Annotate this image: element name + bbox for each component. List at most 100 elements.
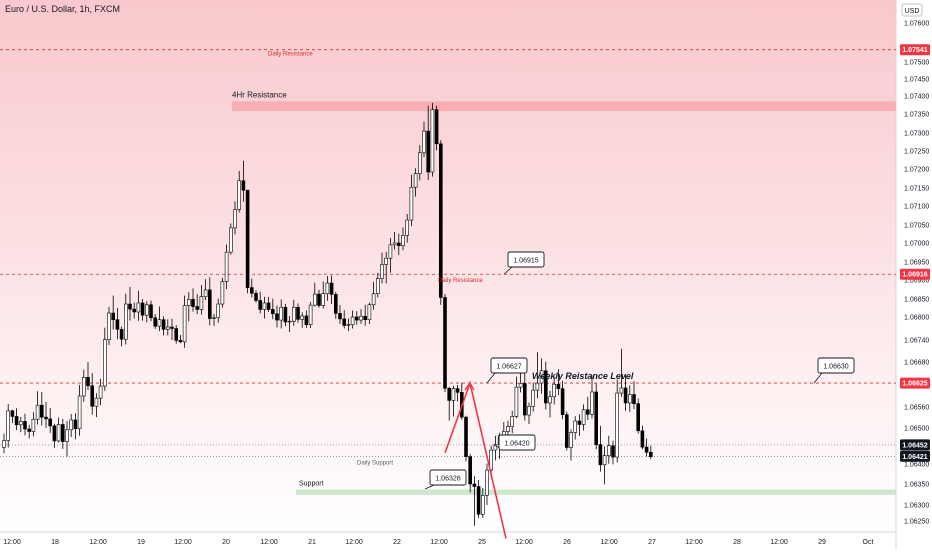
candle (598, 425, 603, 472)
candle-body (182, 305, 187, 343)
candle-body (229, 227, 233, 253)
price-axis-label-text: 1.07541 (902, 47, 927, 54)
price-tick-label: 1.06250 (904, 519, 929, 526)
price-axis-label: 1.06452 (900, 439, 930, 451)
candle (569, 429, 573, 461)
candle-body (581, 409, 586, 425)
candle (103, 327, 107, 391)
candle-body (636, 403, 641, 432)
candle (468, 454, 473, 493)
price-callout: 1.06915 (503, 251, 545, 275)
candle (229, 223, 233, 255)
candle-body (539, 370, 544, 384)
candle (304, 310, 309, 328)
candle-body (52, 425, 57, 442)
price-tick-label: 1.07400 (904, 94, 929, 101)
candle-body (451, 388, 456, 401)
candle (216, 298, 220, 323)
candle-body (384, 257, 389, 265)
candle (44, 401, 48, 428)
candle-body (535, 382, 540, 391)
price-tick-label: 1.07100 (904, 204, 929, 211)
candle (480, 487, 485, 518)
price-tick-label: 1.07500 (904, 60, 929, 67)
candle (287, 315, 292, 332)
candle-body (98, 385, 103, 399)
candle-body (522, 383, 527, 416)
candle-body (367, 304, 372, 320)
candle (174, 325, 178, 344)
candle (560, 380, 565, 420)
candle (208, 277, 212, 326)
candle (86, 362, 90, 391)
candle-body (518, 383, 523, 388)
candle-body (648, 451, 653, 457)
candle (443, 294, 447, 392)
candle (548, 390, 552, 418)
candle (350, 310, 355, 329)
candle-body (10, 410, 15, 417)
candle (140, 299, 145, 321)
candle (539, 358, 544, 394)
candle-body (27, 428, 32, 432)
candle-body (472, 483, 477, 487)
candle (556, 369, 561, 396)
candle-body (375, 278, 380, 294)
price-axis-label: 1.06916 (900, 268, 930, 280)
candle (644, 438, 649, 457)
candle (199, 284, 204, 315)
candle-body (447, 387, 452, 401)
candle (333, 291, 338, 319)
candle (636, 398, 641, 434)
weekly-resistance-label: Weekly Reistance Level (532, 371, 634, 381)
price-axis-label: 1.06625 (900, 377, 930, 389)
candle-body (552, 383, 557, 398)
candle (510, 410, 515, 434)
price-tick-label: 1.06500 (904, 426, 929, 433)
candle-body (2, 440, 6, 448)
candle (451, 385, 456, 417)
price-tick-label: 1.07600 (904, 21, 929, 28)
candle (430, 102, 435, 177)
candle (317, 289, 321, 308)
candle-body (312, 293, 317, 306)
price-callout: 1.06420 (493, 434, 536, 451)
candle-body (329, 282, 334, 295)
candle (615, 379, 620, 463)
candle-body (438, 143, 443, 298)
candle-body (153, 317, 157, 327)
price-callout: 1.06630 (813, 357, 855, 384)
candle-body (178, 340, 183, 343)
candle-body (241, 180, 246, 191)
candle (166, 319, 170, 336)
candle (35, 391, 40, 425)
candle (371, 281, 376, 310)
candle (98, 378, 103, 406)
price-tick-label: 1.07150 (904, 186, 929, 193)
candle (342, 310, 347, 329)
candle (464, 415, 468, 462)
candle-body (468, 456, 473, 485)
time-tick-label: 12:00 (430, 539, 448, 546)
candle-body (434, 109, 439, 145)
price-tick-label: 1.07450 (904, 77, 929, 84)
callout-box (498, 434, 536, 451)
daily-support-zone (296, 489, 896, 495)
candle (27, 424, 32, 439)
candle-body (606, 445, 611, 456)
candle (266, 296, 271, 312)
four-hr-resistance-label: 4Hr Resistance (232, 90, 287, 99)
time-tick-label: Oct (863, 539, 874, 546)
time-tick-label: 12:00 (174, 539, 192, 546)
candle-body (157, 319, 162, 327)
price-axis-label-text: 1.06916 (902, 272, 927, 279)
candle-body (594, 391, 599, 445)
candle (187, 292, 191, 322)
candle-body (119, 328, 124, 340)
candle-body (128, 303, 132, 310)
candle (573, 416, 578, 440)
candle (367, 302, 372, 324)
price-axis-label: 1.07541 (900, 44, 930, 56)
candle (325, 276, 330, 301)
candle-body (279, 306, 284, 321)
